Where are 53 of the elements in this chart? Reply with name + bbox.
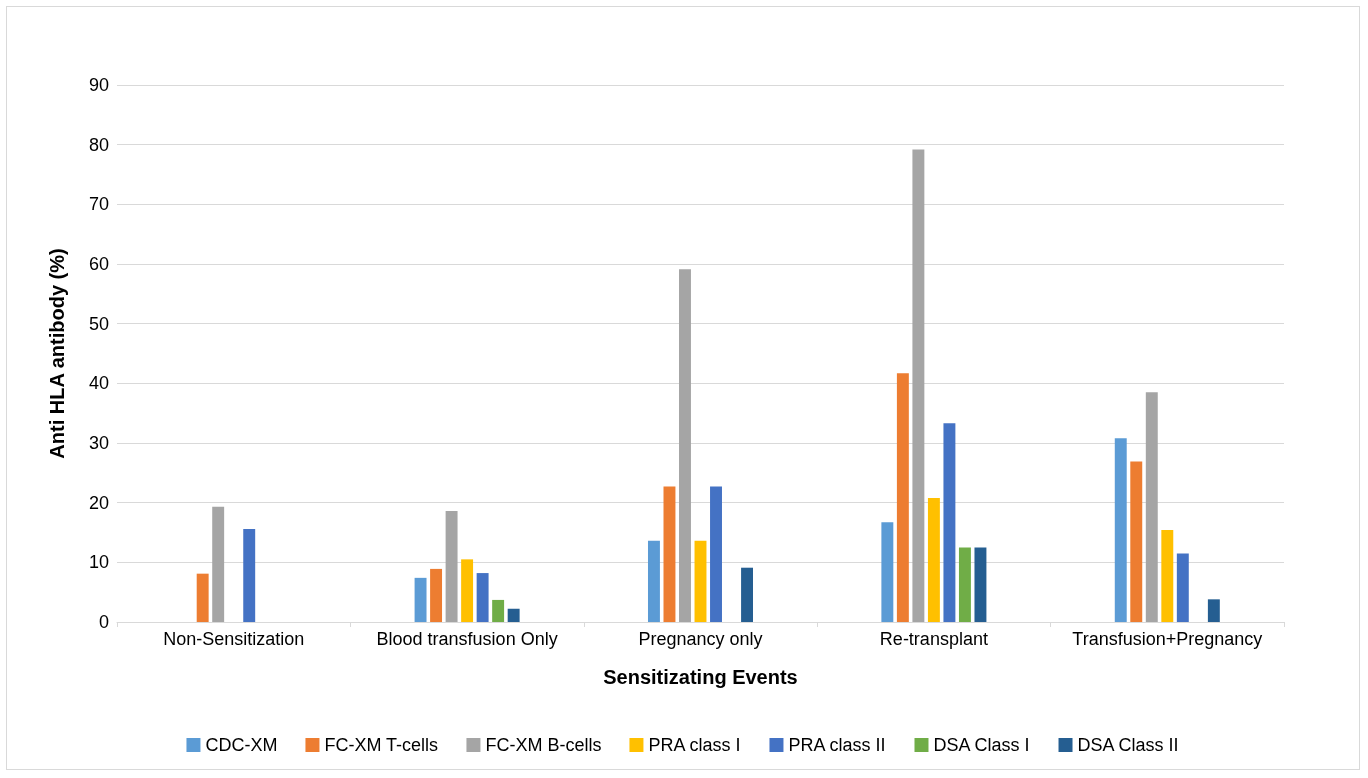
bar	[694, 540, 707, 622]
legend-label: FC-XM T-cells	[324, 735, 439, 755]
bar	[679, 269, 691, 622]
bar	[663, 486, 676, 622]
y-tick-label: 80	[88, 134, 109, 155]
y-tick-label: 0	[98, 612, 109, 632]
bar	[476, 573, 489, 622]
y-tick-label: 60	[88, 254, 109, 274]
bar	[1161, 530, 1174, 622]
bar	[912, 149, 925, 622]
y-tick-label: 70	[88, 194, 109, 215]
x-tick-label: Re-transplant	[879, 629, 988, 649]
bar	[896, 373, 909, 622]
bar	[1130, 461, 1143, 622]
legend-label: FC-XM B-cells	[485, 735, 602, 755]
x-axis-title: Sensitizating Events	[603, 666, 798, 688]
bar	[507, 608, 520, 622]
legend-label: PRA class I	[648, 735, 741, 755]
y-tick-label: 10	[88, 552, 109, 573]
bar	[414, 577, 427, 622]
bar	[430, 568, 443, 622]
bar	[974, 547, 987, 622]
bar	[881, 522, 894, 622]
bar	[1114, 438, 1127, 622]
legend-label: DSA Class I	[933, 735, 1030, 755]
x-tick-label: Pregnancy only	[638, 629, 763, 649]
y-tick-label: 20	[88, 492, 109, 513]
y-tick-label: 90	[88, 75, 109, 95]
y-tick-label: 30	[88, 433, 109, 453]
bar	[445, 511, 458, 622]
bar	[958, 547, 971, 622]
bar	[461, 559, 474, 622]
legend-label: CDC-XM	[205, 735, 278, 755]
bar	[196, 573, 209, 622]
legend-label: PRA class II	[788, 735, 886, 755]
x-tick-label: Blood transfusion Only	[376, 629, 558, 649]
bar	[943, 423, 956, 622]
bar	[927, 497, 940, 622]
legend-label: DSA Class II	[1077, 735, 1179, 755]
x-tick-label: Non-Sensitization	[163, 629, 305, 649]
bar	[212, 506, 225, 622]
y-axis-title: Anti HLA antibody (%)	[46, 248, 68, 459]
x-tick-label: Transfusion+Pregnancy	[1072, 629, 1263, 649]
bar	[741, 567, 754, 622]
bar	[1207, 599, 1220, 622]
y-tick-label: 50	[88, 313, 109, 334]
bar	[647, 540, 660, 622]
bar	[492, 599, 505, 622]
y-tick-label: 40	[88, 373, 109, 394]
bar	[243, 528, 256, 622]
bar	[710, 486, 722, 622]
bar	[1176, 553, 1189, 622]
bar	[1145, 392, 1158, 622]
